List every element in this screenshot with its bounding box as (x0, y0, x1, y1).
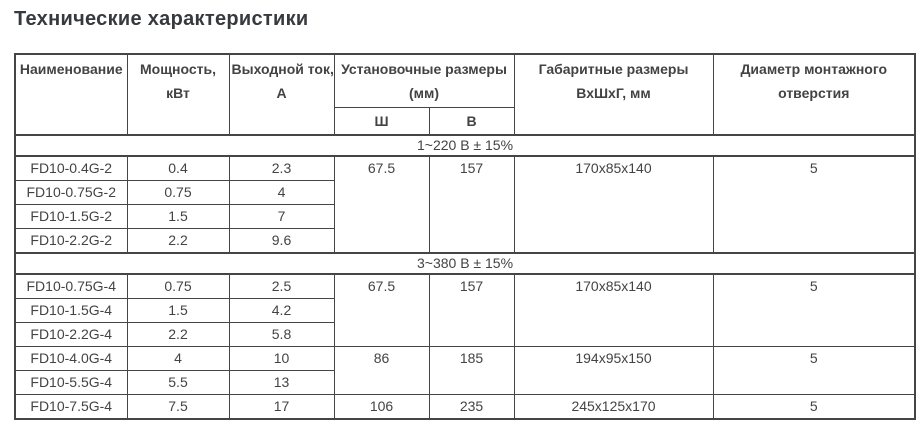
table-row: FD10-2.2G-4 2.2 5.8 (14, 322, 915, 347)
cell-power-kw: 7.5 (126, 394, 230, 420)
cell-power-kw: 5.5 (126, 370, 230, 395)
cell-overall-dims: 170x85x140 (513, 273, 714, 347)
table-row: FD10-5.5G-4 5.5 13 (14, 370, 915, 395)
cell-current-a: 4.2 (228, 298, 335, 323)
col-header-mounting-width: Ш (333, 107, 430, 136)
cell-hole-diameter: 5 (712, 346, 916, 395)
cell-model: FD10-0.75G-4 (14, 273, 128, 299)
section-label: 1~220 В ± 15% (14, 134, 916, 157)
col-header-overall-dims: Габаритные размеры ВхШхГ, мм (513, 53, 714, 136)
cell-current-a: 10 (228, 346, 335, 371)
cell-power-kw: 1.5 (126, 204, 230, 229)
cell-hole-diameter: 5 (712, 155, 916, 254)
cell-overall-dims: 194x95x150 (513, 346, 714, 395)
cell-model: FD10-1.5G-4 (14, 298, 128, 323)
cell-hole-diameter: 5 (712, 394, 916, 420)
section-row-220v: 1~220 В ± 15% (14, 134, 916, 157)
cell-model: FD10-0.75G-2 (14, 180, 128, 205)
specs-table: Наименование Мощность, кВт Выходной ток,… (14, 53, 916, 420)
page-title: Технические характеристики (14, 8, 309, 30)
cell-mounting-width: 86 (333, 346, 430, 395)
table-row: FD10-0.75G-4 0.75 2.5 67.5 157 170x85x14… (14, 273, 916, 347)
cell-power-kw: 2.2 (126, 322, 230, 347)
cell-power-kw: 0.75 (126, 180, 230, 205)
table-row: FD10-1.5G-4 1.5 4.2 (14, 298, 915, 323)
cell-mounting-height: 157 (428, 155, 515, 254)
cell-current-a: 5.8 (228, 322, 335, 347)
cell-model: FD10-2.2G-2 (14, 228, 128, 254)
cell-model: FD10-4.0G-4 (14, 346, 128, 371)
col-header-name-label: Наименование (19, 61, 123, 77)
cell-current-a: 17 (228, 394, 335, 420)
table-row: FD10-0.4G-2 0.4 2.3 67.5 157 170x85x140 … (14, 155, 916, 254)
table-row: FD10-4.0G-4 4 10 86 185 194x95x150 5 (14, 346, 916, 395)
cell-mounting-width: 67.5 (333, 155, 430, 254)
cell-current-a: 2.3 (228, 155, 335, 181)
cell-model: FD10-1.5G-2 (14, 204, 128, 229)
cell-power-kw: 0.75 (126, 273, 230, 299)
section-row-380v: 3~380 В ± 15% (14, 252, 916, 275)
col-header-mounting-dims: Установочные размеры (мм) (333, 53, 515, 108)
cell-power-kw: 1.5 (126, 298, 230, 323)
cell-current-a: 4 (228, 180, 335, 205)
col-header-output-current: Выходной ток, А (228, 53, 335, 136)
cell-mounting-height: 235 (428, 394, 515, 420)
header-row-main: Наименование Мощность, кВт Выходной ток,… (14, 53, 916, 136)
cell-mounting-width: 67.5 (333, 273, 430, 347)
cell-mounting-height: 157 (428, 273, 515, 347)
table-row: FD10-1.5G-2 1.5 7 (14, 204, 915, 229)
cell-current-a: 2.5 (228, 273, 335, 299)
table-header: Наименование Мощность, кВт Выходной ток,… (14, 53, 916, 136)
cell-hole-diameter: 5 (712, 273, 916, 347)
cell-model: FD10-7.5G-4 (14, 394, 128, 420)
cell-current-a: 13 (228, 370, 335, 395)
cell-mounting-width: 106 (333, 394, 430, 420)
cell-model: FD10-0.4G-2 (14, 155, 128, 181)
cell-overall-dims: 245x125x170 (513, 394, 714, 420)
cell-current-a: 9.6 (228, 228, 335, 254)
cell-power-kw: 4 (126, 346, 230, 371)
section-label: 3~380 В ± 15% (14, 252, 916, 275)
cell-current-a: 7 (228, 204, 335, 229)
cell-mounting-height: 185 (428, 346, 515, 395)
header-row-sub: Ш В (15, 107, 915, 136)
cell-power-kw: 2.2 (126, 228, 230, 254)
cell-overall-dims: 170x85x140 (513, 155, 714, 254)
table-body: 1~220 В ± 15% FD10-0.4G-2 0.4 2.3 67.5 1… (14, 134, 916, 420)
col-header-name: Наименование (14, 53, 128, 136)
col-header-power: Мощность, кВт (126, 53, 230, 136)
col-header-mounting-height: В (428, 107, 515, 136)
cell-model: FD10-2.2G-4 (14, 322, 128, 347)
cell-model: FD10-5.5G-4 (14, 370, 128, 395)
cell-power-kw: 0.4 (126, 155, 230, 181)
table-row: FD10-7.5G-4 7.5 17 106 235 245x125x170 5 (14, 394, 916, 420)
col-header-hole-diameter: Диаметр монтажного отверстия (712, 53, 916, 136)
